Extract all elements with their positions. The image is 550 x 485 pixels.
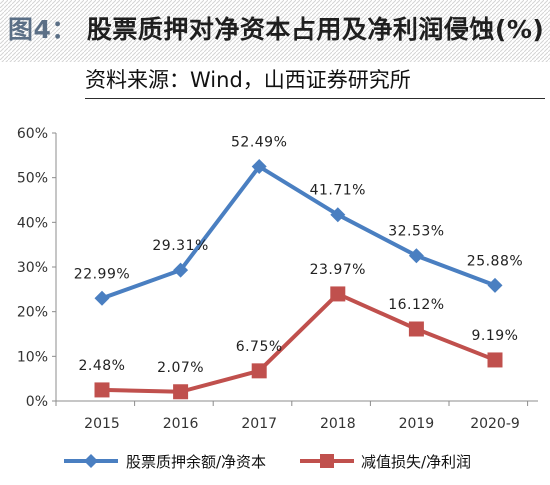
- header-divider: [85, 98, 545, 99]
- figure-label: 图4：: [8, 15, 77, 44]
- data-label: 16.12%: [388, 297, 444, 313]
- series-1-line: [101, 164, 496, 301]
- series-2-point: [330, 286, 346, 302]
- x-tick-label: 2015: [84, 416, 120, 432]
- x-tick-label: 2017: [241, 416, 277, 432]
- series-1-point: [173, 262, 189, 278]
- data-label: 29.31%: [152, 238, 208, 254]
- y-tick-label: 50%: [17, 171, 48, 187]
- y-tick-label: 0%: [26, 394, 48, 410]
- data-label: 22.99%: [74, 266, 130, 282]
- series-2-line: [101, 291, 496, 394]
- series-1-point: [94, 290, 110, 306]
- data-label: 52.49%: [231, 135, 287, 151]
- data-label: 2.07%: [157, 360, 204, 376]
- y-tick-label: 60%: [17, 126, 48, 142]
- series-2-point: [94, 382, 110, 398]
- data-label: 32.53%: [388, 224, 444, 240]
- data-label: 2.48%: [79, 358, 126, 374]
- x-tick-label: 2016: [163, 416, 199, 432]
- y-tick-label: 10%: [17, 349, 48, 365]
- series-2-point: [251, 363, 267, 379]
- x-tick-label: 2019: [399, 416, 435, 432]
- x-tick-label: 2020-9: [470, 416, 520, 432]
- series-1-point: [408, 248, 424, 264]
- series-2-point: [173, 384, 189, 400]
- y-tick-label: 20%: [17, 305, 48, 321]
- legend-label-2: 减值损失/净利润: [361, 453, 471, 471]
- data-label: 41.71%: [310, 183, 366, 199]
- source-note: 资料来源：Wind，山西证券研究所: [85, 68, 411, 92]
- data-label: 9.19%: [472, 328, 519, 344]
- figure-title: 图4： 股票质押对净资本占用及净利润侵蚀(%): [8, 6, 544, 54]
- series-2-point: [487, 352, 503, 368]
- data-label: 25.88%: [467, 253, 523, 269]
- data-label: 6.75%: [236, 339, 283, 355]
- data-label: 23.97%: [310, 262, 366, 278]
- series-1-point: [251, 159, 267, 175]
- y-tick-label: 30%: [17, 260, 48, 276]
- header-hatch-band: [0, 0, 550, 62]
- legend-label-1: 股票质押余额/净资本: [126, 453, 266, 471]
- legend-marker-1: [84, 454, 98, 468]
- y-tick-label: 40%: [17, 215, 48, 231]
- series-1-point: [330, 207, 346, 223]
- series-2-point: [408, 321, 424, 337]
- chart-title: 股票质押对净资本占用及净利润侵蚀(%): [86, 15, 545, 44]
- x-tick-label: 2018: [320, 416, 356, 432]
- series-1-point: [487, 277, 503, 293]
- legend-marker-2: [320, 454, 334, 468]
